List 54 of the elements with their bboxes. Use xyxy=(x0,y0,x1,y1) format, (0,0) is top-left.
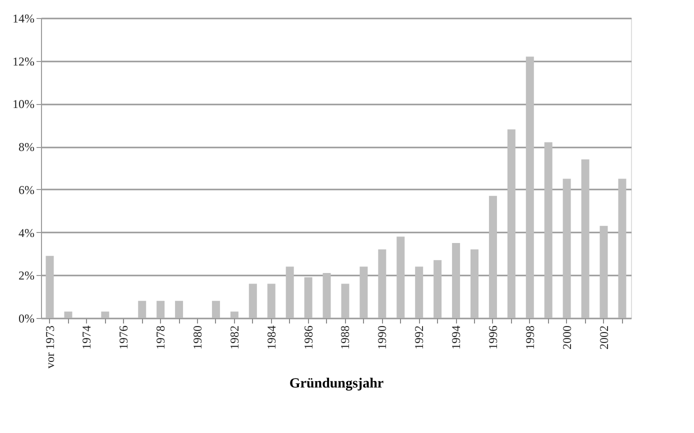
x-tick-label: 1992 xyxy=(412,326,426,350)
bar xyxy=(470,249,478,318)
bar xyxy=(101,312,110,318)
bar xyxy=(138,300,146,318)
x-tick-label: vor 1973 xyxy=(42,326,57,368)
x-tick-label: 1994 xyxy=(449,326,464,350)
bar xyxy=(46,256,54,318)
bar xyxy=(618,178,626,318)
bar xyxy=(267,284,276,318)
y-tick-label: 14% xyxy=(12,12,34,26)
bar xyxy=(396,236,405,318)
bar xyxy=(156,300,165,318)
bar xyxy=(378,249,386,318)
bar xyxy=(286,266,294,318)
bar xyxy=(507,129,516,318)
y-tick-label: 10% xyxy=(12,97,34,112)
bar xyxy=(175,300,184,318)
bar xyxy=(526,56,534,318)
x-tick-label: 1986 xyxy=(301,326,316,350)
y-tick-label: 4% xyxy=(18,226,34,240)
x-tick-label: 1990 xyxy=(375,326,390,350)
x-tick-label: 1982 xyxy=(227,326,242,350)
x-tick-label: 2002 xyxy=(596,326,611,350)
x-tick-label: 1978 xyxy=(154,326,168,350)
bar xyxy=(562,178,571,318)
bar xyxy=(600,226,608,318)
y-tick-label: 8% xyxy=(18,140,34,154)
bar xyxy=(322,273,331,318)
bar xyxy=(230,312,238,318)
y-tick-label: 6% xyxy=(18,182,34,197)
bar xyxy=(360,266,368,318)
x-tick-label: 1976 xyxy=(116,326,131,350)
bar xyxy=(341,284,350,318)
bar xyxy=(304,277,312,318)
x-axis-title: Gründungsjahr xyxy=(289,376,384,392)
x-tick-label: 1980 xyxy=(190,326,204,350)
bar xyxy=(434,260,442,318)
bar xyxy=(415,266,424,318)
x-tick-label: 2000 xyxy=(560,326,574,350)
x-tick-label: 1984 xyxy=(264,326,278,350)
bar xyxy=(452,243,460,318)
y-tick-label: 2% xyxy=(18,268,34,283)
bar xyxy=(544,142,552,318)
y-tick-label: 12% xyxy=(12,54,34,68)
x-tick-label: 1996 xyxy=(486,326,500,350)
x-tick-label: 1974 xyxy=(80,326,94,350)
x-tick-label: 1998 xyxy=(522,326,537,350)
bar xyxy=(248,284,257,318)
x-tick-label: 1988 xyxy=(338,326,352,350)
bar xyxy=(488,196,497,318)
bar xyxy=(212,300,220,318)
bar xyxy=(581,159,590,318)
bar xyxy=(64,312,72,318)
y-tick-label: 0% xyxy=(18,312,34,326)
